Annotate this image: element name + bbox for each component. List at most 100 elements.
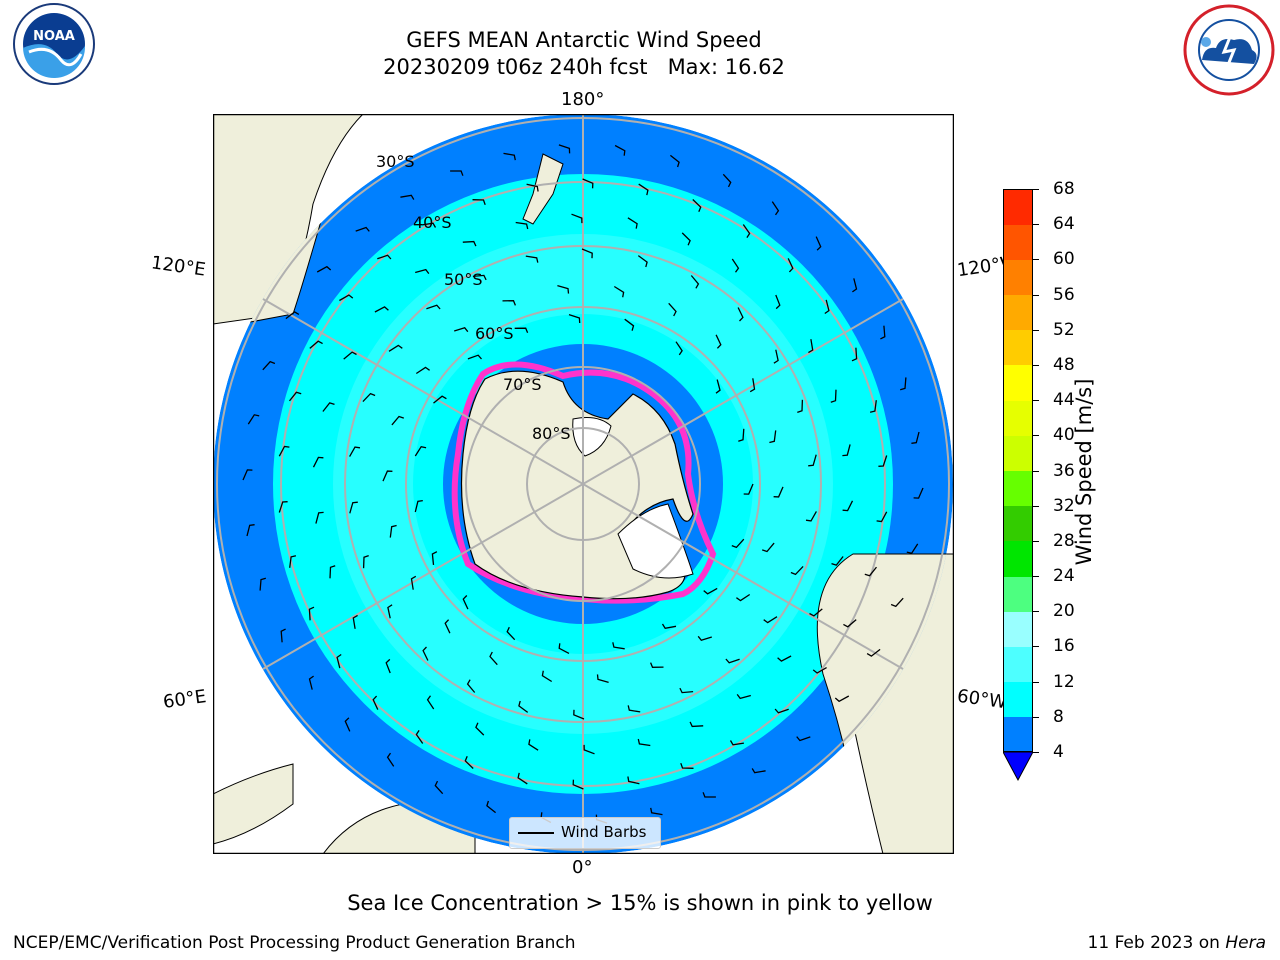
colorbar-tick-label: 64 [1053, 214, 1075, 235]
wind-barb [851, 347, 858, 362]
colorbar-tick [1033, 681, 1039, 683]
wind-barb [426, 304, 441, 310]
colorbar-tick [1033, 224, 1039, 226]
colorbar-segment [1003, 716, 1033, 753]
wind-barb [777, 655, 792, 662]
colorbar-tick [1033, 646, 1039, 648]
wind-barb [675, 341, 683, 356]
wind-barb [344, 717, 351, 732]
lon-label-180: 180° [561, 89, 605, 110]
wind-barb [637, 255, 648, 268]
wind-barb [736, 593, 751, 602]
wind-barb [866, 648, 881, 657]
wind-barb [568, 313, 581, 324]
wind-barb [880, 325, 886, 340]
wind-barb [680, 762, 694, 769]
wind-barb [414, 499, 423, 513]
colorbar-tick-label: 24 [1053, 566, 1075, 587]
colorbar-tick [1033, 540, 1039, 542]
wind-barb [627, 776, 640, 785]
wind-barb [506, 626, 516, 641]
wind-barb [415, 730, 424, 744]
plot-title: GEFS MEAN Antarctic Wind Speed [406, 28, 762, 52]
wind-barb [703, 587, 718, 595]
wind-barb [731, 538, 745, 549]
wind-barb [738, 428, 745, 442]
wind-barb [869, 400, 877, 413]
wind-barb [787, 258, 794, 273]
wind-barb [349, 501, 358, 514]
wind-barb [702, 792, 716, 798]
footer-credit: NCEP/EMC/Verification Post Processing Pr… [13, 933, 576, 953]
wind-barb [900, 377, 907, 391]
wind-barb [737, 307, 744, 322]
wind-barb [742, 224, 751, 238]
wind-barb [614, 144, 626, 156]
wind-barb [489, 651, 498, 666]
wind-barb [315, 511, 324, 524]
wind-barb [466, 679, 476, 693]
wind-barb [454, 326, 469, 333]
wind-barb [247, 414, 260, 425]
wind-barb [638, 183, 649, 196]
colorbar-segment [1003, 540, 1033, 577]
wind-barb [852, 278, 858, 293]
wind-barb [431, 551, 438, 565]
wind-barb [773, 349, 779, 364]
wind-barb [775, 294, 781, 310]
colorbar-tick [1033, 505, 1039, 507]
wind-barb [312, 456, 324, 468]
wind-barb [421, 222, 437, 228]
wind-barb [612, 642, 625, 650]
wind-barb [805, 511, 817, 522]
colorbar-segment [1003, 329, 1033, 366]
wind-barb [842, 444, 851, 457]
wind-barb [246, 524, 255, 537]
colorbar-tick [1033, 294, 1039, 296]
wind-barb [771, 201, 780, 216]
footer-host: Hera [1225, 933, 1266, 953]
wind-barb [322, 402, 335, 412]
wind-barb [627, 217, 638, 229]
wind-barb [259, 577, 266, 591]
wind-barb [426, 695, 435, 710]
colorbar-tick-label: 28 [1053, 530, 1075, 551]
colorbar-tick [1033, 470, 1039, 472]
colorbar-label: Wind Speed [m/s] [1072, 378, 1096, 566]
wind-barb [751, 768, 766, 774]
wind-barb [410, 575, 417, 590]
wind-barb [387, 604, 393, 619]
lat-label-60s: 60°S [475, 324, 514, 343]
wind-barb [242, 469, 253, 481]
wind-barb [541, 670, 553, 683]
colorbar-tick [1033, 716, 1039, 718]
wind-barb [790, 565, 804, 576]
wind-barb [288, 391, 302, 402]
wind-barb [668, 302, 677, 317]
wind-barb [679, 687, 694, 694]
colorbar-tick-label: 4 [1053, 742, 1064, 762]
colorbar-under-arrow [1003, 752, 1033, 782]
wind-barb [388, 344, 403, 352]
wind-barb [650, 807, 663, 816]
wind-barb [692, 199, 702, 212]
wind-barb [729, 740, 745, 746]
wind-barb [624, 318, 635, 331]
noaa-logo-icon: NOAA [13, 3, 95, 85]
wind-barb [808, 339, 814, 354]
colorbar-tick [1033, 364, 1039, 366]
wind-barb [336, 653, 342, 669]
wind-barb [558, 144, 571, 154]
wind-barb [572, 779, 584, 790]
wind-barb [374, 306, 389, 313]
wind-barb [339, 294, 354, 302]
caption: Sea Ice Concentration > 15% is shown in … [347, 891, 933, 915]
colorbar-tick-label: 56 [1053, 284, 1075, 305]
wind-barb [581, 248, 593, 259]
noaa-logo-text: NOAA [33, 29, 75, 44]
wind-barb [797, 399, 804, 414]
colorbar-segment [1003, 294, 1033, 331]
colorbar-segment [1003, 470, 1033, 507]
wind-barb [761, 542, 775, 553]
sea-ice-edge [451, 361, 717, 604]
